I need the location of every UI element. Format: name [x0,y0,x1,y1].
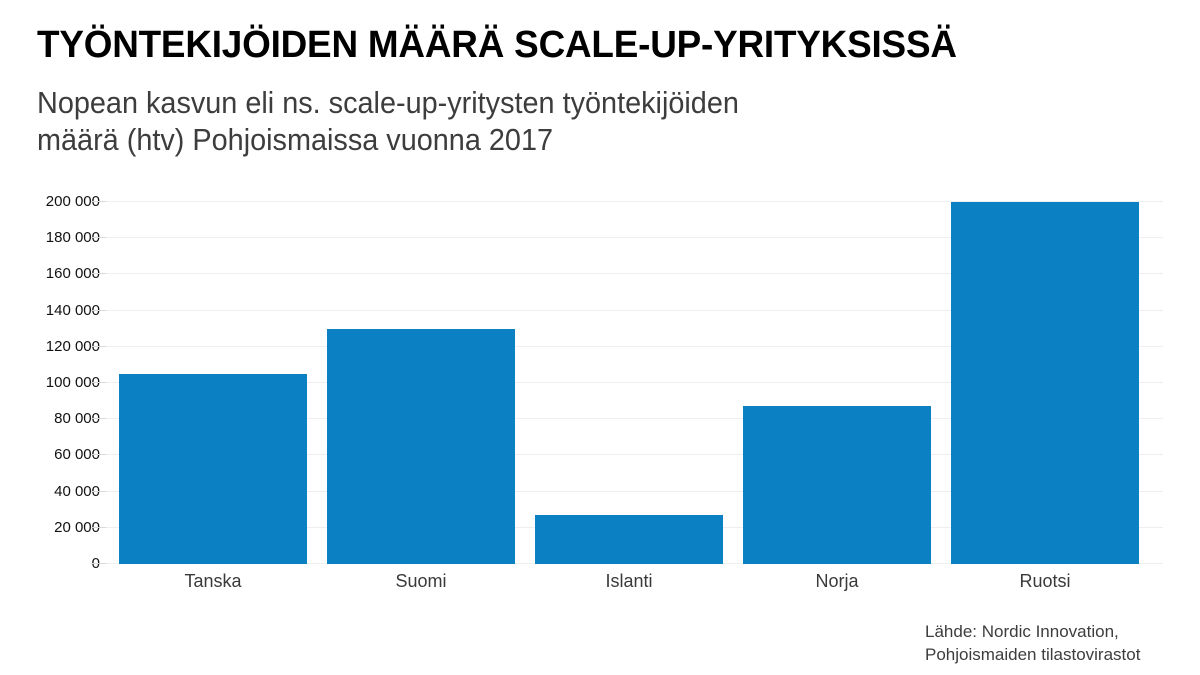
y-tick-label: 40 000 [54,482,100,500]
y-axis-labels: 0 20 000 40 000 60 000 80 000 100 000 120 000 1… [0,193,100,572]
y-axis-tick [91,526,106,528]
y-axis-tick [91,309,106,311]
gridline [105,273,1163,275]
x-tick-label: Suomi [395,571,447,591]
source-line2: Pohjoismaiden tilastovirastot [925,645,1141,664]
x-tick-label: Islanti [605,571,653,591]
y-tick-label: 0 [0,555,100,573]
x-tick-label: Tanska [184,571,242,591]
bar-suomi[interactable] [327,328,515,564]
y-axis-tick [91,418,106,420]
gridline [105,309,1163,311]
source-note: Lähde: Nordic Innovation, Pohjoismaiden … [925,620,1140,666]
y-axis-tick [91,201,106,202]
gridline [105,237,1163,239]
y-tick-label: 20 000 [54,518,100,536]
y-axis-tick [91,563,106,564]
x-tick-label: Norja [815,571,859,591]
chart-subtitle-line1: Nopean kasvun eli ns. scale-up-yritysten… [37,85,739,120]
y-tick-label: 120 000 [45,337,100,355]
y-axis-tick [91,345,106,347]
y-tick-label: 200 000 [45,193,100,210]
bar-norja[interactable] [743,405,931,564]
y-tick-label: 60 000 [54,446,100,464]
bar-series [105,202,1163,564]
gridline [105,201,1163,202]
y-axis-tick [91,237,106,239]
plot-area [91,201,1163,564]
x-tick-label: Ruotsi [1019,571,1071,591]
bar-islanti[interactable] [535,515,723,564]
gridline [105,490,1163,492]
y-tick-label: 160 000 [45,265,100,283]
y-axis-tick [91,454,106,456]
x-axis-labels: Tanska Suomi Islanti Norja Ruotsi [105,571,1163,592]
gridline [105,345,1163,347]
gridline [105,382,1163,383]
bar-tanska[interactable] [119,373,307,564]
chart-title: TYÖNTEKIJÖIDEN MÄÄRÄ SCALE-UP-YRITYKSISS… [37,24,957,66]
gridline [105,454,1163,456]
y-axis-tick [91,490,106,492]
y-axis-tick [91,273,106,275]
chart-subtitle-line2: määrä (htv) Pohjoismaissa vuonna 2017 [37,122,554,157]
gridline [105,418,1163,420]
y-tick-label: 180 000 [45,229,100,247]
y-tick-label: 100 000 [45,374,100,391]
y-axis-tick [91,382,106,383]
bar-ruotsi[interactable] [951,202,1139,564]
chart-subtitle: Nopean kasvun eli ns. scale-up-yritysten… [37,84,739,158]
y-tick-label: 80 000 [54,410,100,428]
source-line1: Lähde: Nordic Innovation, [925,622,1119,641]
y-tick-label: 140 000 [45,301,100,319]
